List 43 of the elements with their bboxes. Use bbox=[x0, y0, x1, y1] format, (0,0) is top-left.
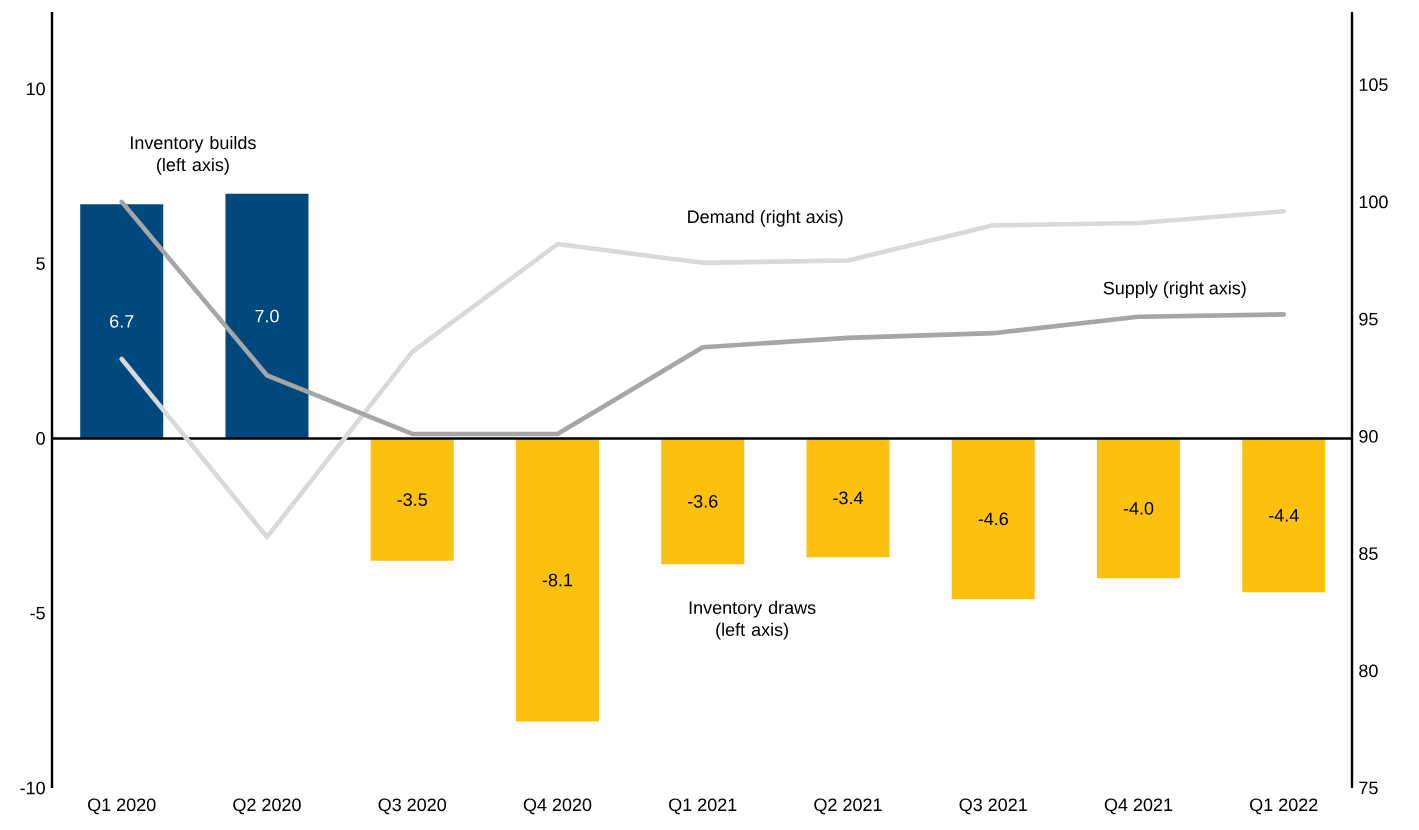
y2-tick-label: 75 bbox=[1359, 781, 1378, 795]
x-tick-label: Q2 2021 bbox=[814, 798, 882, 815]
y2-tick-label: 105 bbox=[1359, 78, 1388, 92]
y2-tick-label: 95 bbox=[1359, 312, 1378, 326]
data-label: -3.4 bbox=[833, 491, 863, 505]
bar bbox=[370, 438, 454, 561]
bar bbox=[1242, 438, 1326, 593]
x-tick-label: Q3 2021 bbox=[959, 798, 1027, 815]
x-tick-label: Q4 2020 bbox=[523, 798, 592, 815]
series-label: Demand (right axis) bbox=[688, 209, 843, 227]
y-tick-label: 0 bbox=[36, 432, 45, 445]
data-label: -4.0 bbox=[1123, 501, 1154, 515]
bar bbox=[951, 438, 1035, 600]
y-tick-label: -5 bbox=[30, 606, 45, 620]
y-tick-label: -10 bbox=[20, 781, 45, 795]
data-label: 6.7 bbox=[110, 314, 134, 328]
x-tick-label: Q3 2020 bbox=[378, 798, 447, 815]
y2-tick-label: 90 bbox=[1359, 429, 1378, 443]
data-label: -3.5 bbox=[397, 493, 427, 506]
x-tick-label: Q1 2020 bbox=[88, 798, 156, 815]
data-label: -4.6 bbox=[978, 512, 1008, 526]
bar bbox=[515, 438, 599, 722]
x-tick-label: Q4 2021 bbox=[1104, 798, 1173, 815]
x-tick-label: Q1 2022 bbox=[1250, 798, 1318, 815]
bar bbox=[1096, 438, 1180, 579]
y2-tick-label: 100 bbox=[1359, 195, 1388, 209]
data-label: -3.6 bbox=[688, 495, 718, 508]
bar bbox=[806, 438, 890, 558]
x-tick-label: Q2 2020 bbox=[233, 798, 301, 815]
series-label: Supply (right axis) bbox=[1103, 281, 1246, 298]
y2-tick-label: 85 bbox=[1359, 547, 1378, 560]
series-label: Inventory builds (left axis) bbox=[131, 135, 256, 175]
text: Inventory draws (left axis) bbox=[689, 600, 816, 640]
y-tick-label: 10 bbox=[26, 82, 45, 96]
x-tick-label: Q1 2021 bbox=[669, 798, 737, 815]
bar bbox=[661, 438, 745, 565]
y-tick-label: 5 bbox=[36, 257, 45, 270]
bar bbox=[80, 204, 164, 439]
data-label: -8.1 bbox=[542, 573, 573, 587]
data-label: -4.4 bbox=[1269, 509, 1299, 522]
data-label: 7.0 bbox=[255, 309, 279, 323]
bar bbox=[225, 193, 309, 439]
y2-tick-label: 80 bbox=[1359, 664, 1378, 678]
